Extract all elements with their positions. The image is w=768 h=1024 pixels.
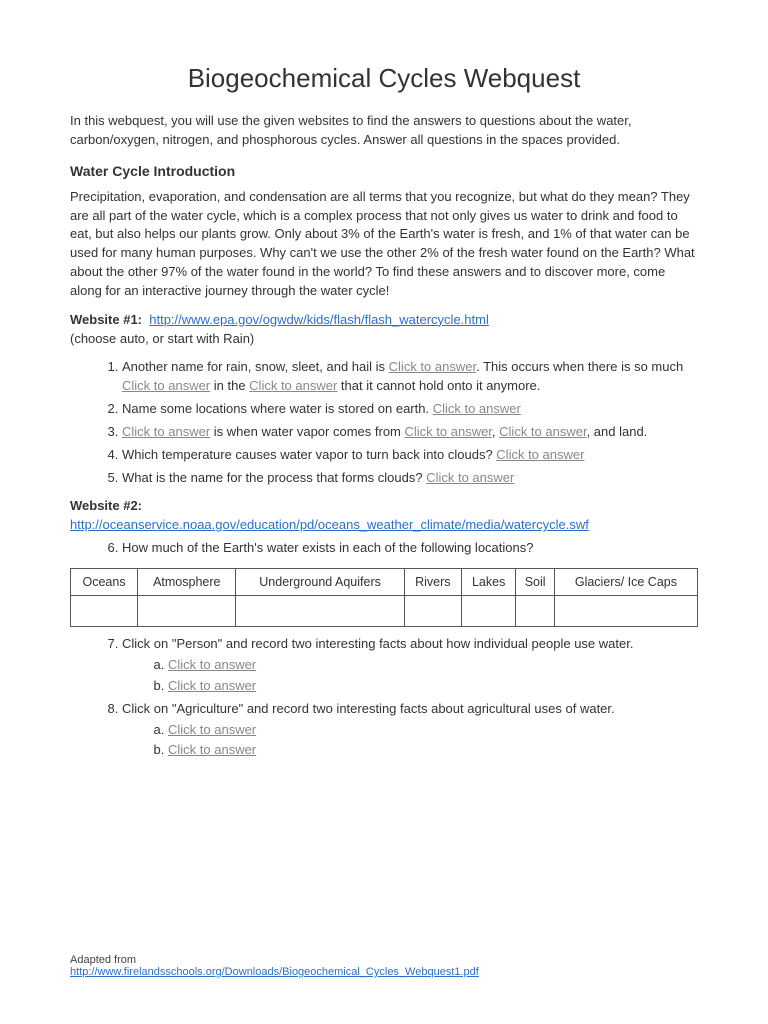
intro-paragraph: In this webquest, you will use the given… bbox=[70, 112, 698, 150]
table-header: Rivers bbox=[404, 569, 461, 596]
sub-item: Click to answer bbox=[168, 721, 698, 740]
answer-blank[interactable]: Click to answer bbox=[168, 678, 256, 693]
q1-text-b: . This occurs when there is so much bbox=[476, 359, 683, 374]
q1-text-d: that it cannot hold onto it anymore. bbox=[337, 378, 540, 393]
question-list-1: Another name for rain, snow, sleet, and … bbox=[70, 358, 698, 487]
question-4: Which temperature causes water vapor to … bbox=[122, 446, 698, 465]
q4-text: Which temperature causes water vapor to … bbox=[122, 447, 496, 462]
table-cell[interactable] bbox=[516, 596, 554, 627]
website-1-link[interactable]: http://www.epa.gov/ogwdw/kids/flash/flas… bbox=[149, 312, 489, 327]
question-8: Click on "Agriculture" and record two in… bbox=[122, 700, 698, 761]
question-list-2: How much of the Earth's water exists in … bbox=[70, 539, 698, 558]
table-cell[interactable] bbox=[554, 596, 697, 627]
q7-text: Click on "Person" and record two interes… bbox=[122, 636, 633, 651]
answer-blank[interactable]: Click to answer bbox=[405, 424, 492, 439]
website-1-note: (choose auto, or start with Rain) bbox=[70, 331, 254, 346]
q1-text-a: Another name for rain, snow, sleet, and … bbox=[122, 359, 389, 374]
answer-blank[interactable]: Click to answer bbox=[426, 470, 514, 485]
page-title: Biogeochemical Cycles Webquest bbox=[70, 60, 698, 98]
answer-blank[interactable]: Click to answer bbox=[168, 742, 256, 757]
locations-table: Oceans Atmosphere Underground Aquifers R… bbox=[70, 568, 698, 627]
table-cell[interactable] bbox=[461, 596, 516, 627]
table-header: Glaciers/ Ice Caps bbox=[554, 569, 697, 596]
table-header-row: Oceans Atmosphere Underground Aquifers R… bbox=[71, 569, 698, 596]
question-7: Click on "Person" and record two interes… bbox=[122, 635, 698, 696]
sub-item: Click to answer bbox=[168, 741, 698, 760]
table-cell[interactable] bbox=[71, 596, 138, 627]
footer-link[interactable]: http://www.firelandsschools.org/Download… bbox=[70, 966, 479, 978]
q3-text-a: is when water vapor comes from bbox=[210, 424, 404, 439]
website-1-block: Website #1: http://www.epa.gov/ogwdw/kid… bbox=[70, 311, 698, 349]
q2-text: Name some locations where water is store… bbox=[122, 401, 433, 416]
sub-list: Click to answer Click to answer bbox=[122, 656, 698, 696]
q3-text-c: , and land. bbox=[587, 424, 648, 439]
sub-item: Click to answer bbox=[168, 656, 698, 675]
document-page: Biogeochemical Cycles Webquest In this w… bbox=[0, 0, 768, 810]
question-3: Click to answer is when water vapor come… bbox=[122, 423, 698, 442]
sub-list: Click to answer Click to answer bbox=[122, 721, 698, 761]
answer-blank[interactable]: Click to answer bbox=[168, 657, 256, 672]
table-row bbox=[71, 596, 698, 627]
question-6: How much of the Earth's water exists in … bbox=[122, 539, 698, 558]
website-2-block: Website #2: http://oceanservice.noaa.gov… bbox=[70, 497, 698, 535]
answer-blank[interactable]: Click to answer bbox=[249, 378, 337, 393]
question-5: What is the name for the process that fo… bbox=[122, 469, 698, 488]
table-header: Underground Aquifers bbox=[236, 569, 404, 596]
q5-text: What is the name for the process that fo… bbox=[122, 470, 426, 485]
answer-blank[interactable]: Click to answer bbox=[433, 401, 521, 416]
question-list-3: Click on "Person" and record two interes… bbox=[70, 635, 698, 760]
table-header: Lakes bbox=[461, 569, 516, 596]
table-header: Soil bbox=[516, 569, 554, 596]
footer-label: Adapted from bbox=[70, 954, 136, 966]
answer-blank[interactable]: Click to answer bbox=[122, 378, 210, 393]
website-2-label: Website #2: bbox=[70, 498, 142, 513]
answer-blank[interactable]: Click to answer bbox=[499, 424, 586, 439]
section-paragraph: Precipitation, evaporation, and condensa… bbox=[70, 188, 698, 301]
answer-blank[interactable]: Click to answer bbox=[122, 424, 210, 439]
table-cell[interactable] bbox=[138, 596, 236, 627]
table-cell[interactable] bbox=[236, 596, 404, 627]
table-header: Oceans bbox=[71, 569, 138, 596]
answer-blank[interactable]: Click to answer bbox=[496, 447, 584, 462]
question-2: Name some locations where water is store… bbox=[122, 400, 698, 419]
answer-blank[interactable]: Click to answer bbox=[168, 722, 256, 737]
sub-item: Click to answer bbox=[168, 677, 698, 696]
footer: Adapted from http://www.firelandsschools… bbox=[70, 954, 479, 978]
question-1: Another name for rain, snow, sleet, and … bbox=[122, 358, 698, 396]
table-header: Atmosphere bbox=[138, 569, 236, 596]
answer-blank[interactable]: Click to answer bbox=[389, 359, 476, 374]
q8-text: Click on "Agriculture" and record two in… bbox=[122, 701, 615, 716]
q1-text-c: in the bbox=[210, 378, 249, 393]
website-1-label: Website #1: bbox=[70, 312, 142, 327]
section-heading: Water Cycle Introduction bbox=[70, 161, 698, 181]
table-cell[interactable] bbox=[404, 596, 461, 627]
website-2-link[interactable]: http://oceanservice.noaa.gov/education/p… bbox=[70, 517, 589, 532]
